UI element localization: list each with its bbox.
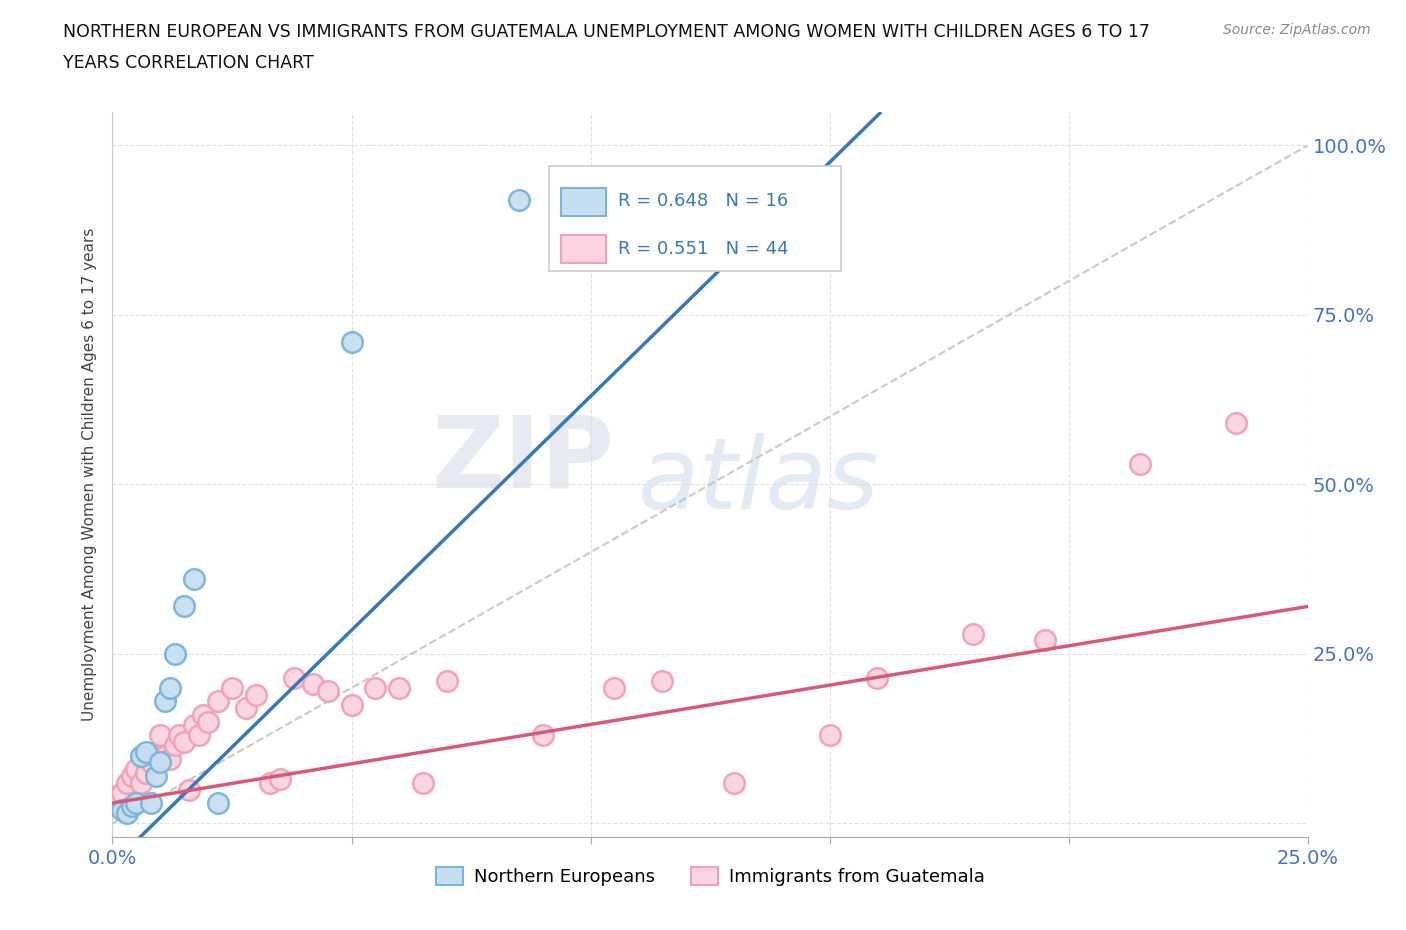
Text: atlas: atlas — [638, 433, 880, 530]
Point — [163, 646, 186, 661]
Point — [163, 738, 186, 753]
Point — [135, 745, 157, 760]
Point — [508, 193, 530, 207]
Point — [115, 805, 138, 820]
Point — [121, 799, 143, 814]
Point — [531, 728, 554, 743]
Point — [145, 749, 167, 764]
Point — [145, 768, 167, 783]
Point — [129, 749, 152, 764]
Point — [245, 687, 267, 702]
Point — [139, 796, 162, 811]
Point — [866, 671, 889, 685]
FancyBboxPatch shape — [561, 235, 606, 263]
Point — [115, 776, 138, 790]
Point — [412, 776, 434, 790]
Point — [269, 772, 291, 787]
Text: Source: ZipAtlas.com: Source: ZipAtlas.com — [1223, 23, 1371, 37]
FancyBboxPatch shape — [548, 166, 842, 272]
Text: ZIP: ZIP — [432, 411, 614, 509]
Point — [436, 673, 458, 688]
Point — [197, 714, 219, 729]
Point — [207, 694, 229, 709]
Point — [1129, 457, 1152, 472]
Point — [235, 700, 257, 715]
Point — [651, 673, 673, 688]
Text: NORTHERN EUROPEAN VS IMMIGRANTS FROM GUATEMALA UNEMPLOYMENT AMONG WOMEN WITH CHI: NORTHERN EUROPEAN VS IMMIGRANTS FROM GUA… — [63, 23, 1150, 41]
FancyBboxPatch shape — [561, 188, 606, 216]
Point — [302, 677, 325, 692]
Text: YEARS CORRELATION CHART: YEARS CORRELATION CHART — [63, 54, 314, 72]
Point — [364, 681, 387, 696]
Text: R = 0.551   N = 44: R = 0.551 N = 44 — [619, 240, 789, 258]
Point — [221, 681, 243, 696]
Point — [187, 728, 209, 743]
Point — [962, 626, 984, 641]
Point — [153, 694, 176, 709]
Point — [183, 572, 205, 587]
Point — [139, 755, 162, 770]
Point — [169, 728, 191, 743]
Point — [159, 681, 181, 696]
Point — [135, 765, 157, 780]
Point — [603, 681, 626, 696]
Point — [125, 796, 148, 811]
Legend: Northern Europeans, Immigrants from Guatemala: Northern Europeans, Immigrants from Guat… — [429, 859, 991, 893]
Point — [153, 749, 176, 764]
Point — [149, 728, 172, 743]
Point — [129, 776, 152, 790]
Point — [1225, 416, 1247, 431]
Point — [121, 768, 143, 783]
Point — [193, 708, 215, 723]
Text: R = 0.648   N = 16: R = 0.648 N = 16 — [619, 193, 789, 210]
Point — [259, 776, 281, 790]
Point — [159, 751, 181, 766]
Point — [340, 335, 363, 350]
Point — [340, 698, 363, 712]
Point — [1033, 633, 1056, 648]
Point — [173, 599, 195, 614]
Point — [177, 782, 200, 797]
Point — [111, 786, 134, 801]
Y-axis label: Unemployment Among Women with Children Ages 6 to 17 years: Unemployment Among Women with Children A… — [82, 228, 97, 721]
Point — [105, 789, 128, 804]
Point — [207, 796, 229, 811]
Point — [149, 755, 172, 770]
Point — [183, 718, 205, 733]
Point — [818, 728, 841, 743]
Point — [316, 684, 339, 698]
Point — [283, 671, 305, 685]
Point — [125, 762, 148, 777]
Point — [173, 735, 195, 750]
Point — [111, 803, 134, 817]
Point — [723, 776, 745, 790]
Point — [388, 681, 411, 696]
